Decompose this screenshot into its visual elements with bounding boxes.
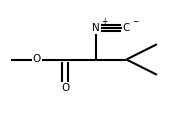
Text: C: C: [123, 23, 130, 33]
Text: +: +: [102, 17, 108, 26]
Text: N: N: [92, 23, 100, 33]
Text: −: −: [132, 17, 139, 26]
Text: O: O: [61, 83, 70, 93]
Text: O: O: [33, 55, 41, 64]
